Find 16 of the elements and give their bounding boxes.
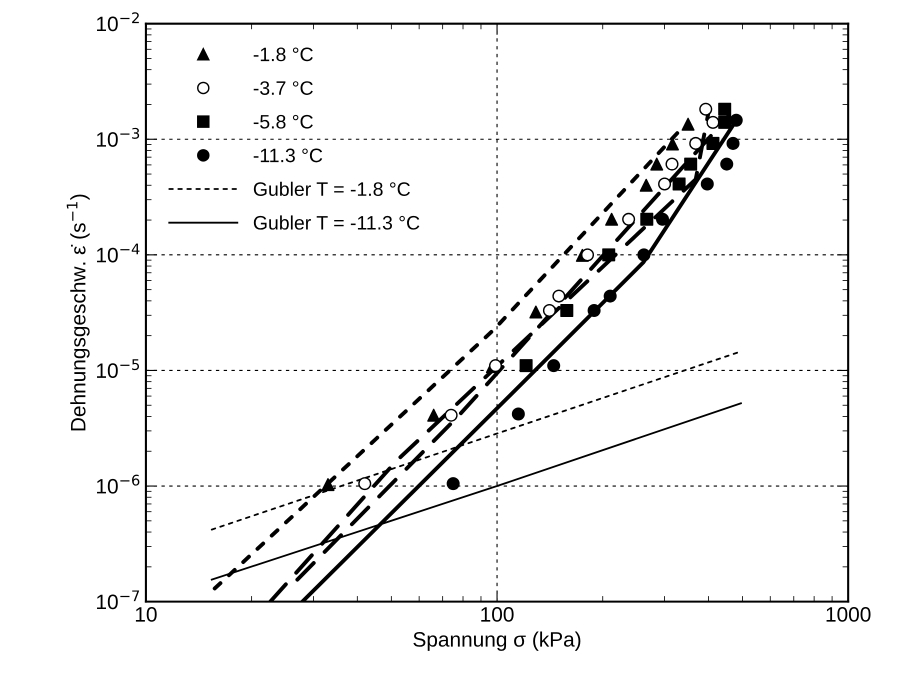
y-tick-label: 10$^{−3}$ (97, 128, 140, 147)
legend-label: -5.8 °C (254, 114, 313, 129)
legend-label: -11.3 °C (254, 148, 322, 162)
x-tick-label: 10 (136, 607, 157, 622)
y-tick-label: 10$^{−5}$ (97, 359, 140, 378)
y-tick-label: 10$^{−2}$ (97, 12, 139, 32)
legend-label: -1.8 °C (254, 48, 313, 62)
x-axis-title: Spannung σ (kPa) (413, 631, 580, 651)
legend-label: -3.7 °C (254, 81, 313, 95)
y-axis-title: Dehnungsgeschw. ε̇ (s$^{−1}$) (66, 194, 90, 430)
legend-label: Gubler T = -1.8 °C (254, 182, 410, 196)
y-tick-label: 10$^{−6}$ (97, 474, 140, 494)
x-tick-label: 100 (481, 607, 514, 622)
x-tick-label: 1000 (826, 607, 871, 622)
legend-label: Gubler T = -11.3 °C (254, 215, 420, 230)
y-tick-label: 10$^{−4}$ (97, 244, 140, 262)
